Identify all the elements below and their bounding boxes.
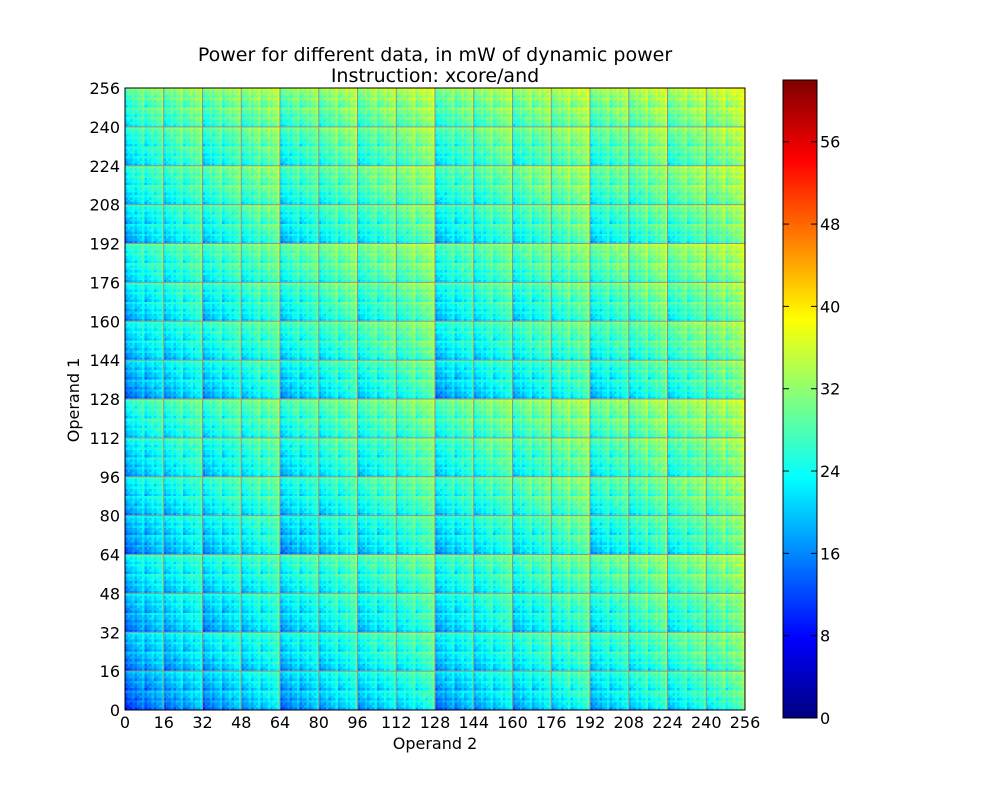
x-tick-label: 176: [536, 713, 567, 732]
colorbar-tick-label: 0: [820, 709, 830, 728]
y-tick-label: 240: [89, 118, 120, 137]
x-tick-label: 0: [120, 713, 130, 732]
y-tick-label: 224: [89, 157, 120, 176]
x-tick-label: 80: [309, 713, 329, 732]
y-tick-label: 0: [110, 701, 120, 720]
y-tick-label: 208: [89, 196, 120, 215]
x-tick-label: 240: [691, 713, 722, 732]
y-axis-ticks: 0 16 32 48 64 80 96 112 128 144 160 176 192 208 224 240…: [89, 79, 120, 720]
colorbar-tick-label: 24: [820, 462, 840, 481]
chart-title: Power for different data, in mW of dynam…: [198, 44, 672, 66]
chart-subtitle: Instruction: xcore/and: [331, 65, 539, 87]
x-tick-label: 48: [231, 713, 251, 732]
colorbar-tick-label: 56: [820, 133, 840, 152]
x-tick-label: 144: [458, 713, 489, 732]
colorbar-tick-label: 16: [820, 544, 840, 563]
colorbar-ticks: 0 8 16 24 32 40 48 56: [783, 133, 840, 728]
x-axis-ticks: 0 16 32 48 64 80 96 112 128 144 160 176 192 208 224 240…: [120, 713, 760, 732]
y-tick-label: 64: [100, 546, 120, 565]
y-tick-label: 192: [89, 235, 120, 254]
y-tick-label: 144: [89, 351, 120, 370]
x-tick-label: 112: [381, 713, 412, 732]
y-tick-label: 128: [89, 390, 120, 409]
x-axis-label: Operand 2: [393, 734, 478, 753]
colorbar-tick-label: 48: [820, 215, 840, 234]
colorbar-tick-label: 8: [820, 627, 830, 646]
plot-frame: [124, 87, 746, 711]
y-tick-label: 48: [100, 584, 120, 603]
x-tick-label: 160: [497, 713, 528, 732]
colorbar: [782, 79, 818, 719]
y-tick-label: 160: [89, 312, 120, 331]
x-tick-label: 16: [154, 713, 174, 732]
x-tick-label: 192: [575, 713, 606, 732]
block-grid-lines: [125, 88, 745, 710]
x-tick-label: 224: [652, 713, 683, 732]
x-tick-label: 64: [270, 713, 290, 732]
x-tick-label: 32: [192, 713, 212, 732]
y-tick-label: 112: [89, 429, 120, 448]
y-tick-label: 32: [100, 623, 120, 642]
x-tick-label: 96: [347, 713, 367, 732]
y-tick-label: 256: [89, 79, 120, 98]
y-axis-label: Operand 1: [64, 358, 83, 443]
y-tick-label: 96: [100, 468, 120, 487]
y-tick-label: 176: [89, 273, 120, 292]
colorbar-tick-label: 32: [820, 380, 840, 399]
y-tick-label: 80: [100, 507, 120, 526]
colorbar-tick-label: 40: [820, 297, 840, 316]
x-tick-label: 128: [420, 713, 451, 732]
y-tick-label: 16: [100, 662, 120, 681]
x-tick-label: 256: [730, 713, 761, 732]
x-tick-label: 208: [613, 713, 644, 732]
